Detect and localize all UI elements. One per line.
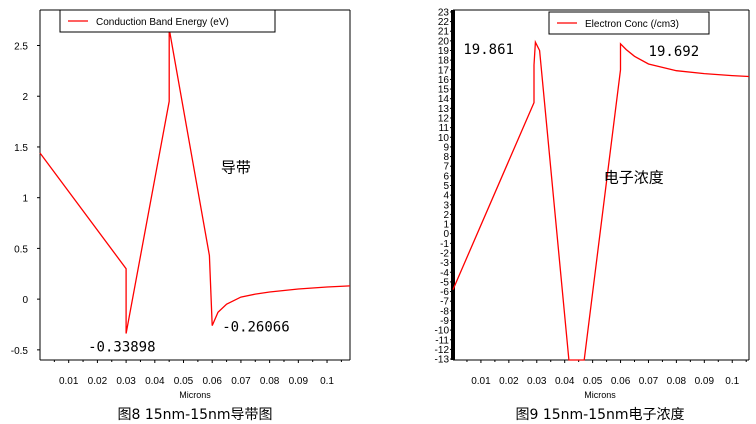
y-tick-label: -7 <box>440 297 449 308</box>
y-tick-label: -1 <box>440 239 449 250</box>
y-tick-label: 20 <box>438 36 450 47</box>
y-tick-label: 7 <box>443 162 449 173</box>
y-tick-label: 13 <box>438 104 450 115</box>
y-tick-label: 0 <box>22 295 28 306</box>
x-tick-label: 0.08 <box>260 376 280 387</box>
y-tick-label: -11 <box>435 335 449 346</box>
y-tick-label: 15 <box>438 85 450 96</box>
y-tick-label: -8 <box>440 306 449 317</box>
y-tick-label: 1 <box>443 220 449 231</box>
y-tick-label: -13 <box>435 355 450 366</box>
y-tick-label: 10 <box>438 133 450 144</box>
y-ticks: -0.5 0 0.5 1 1.5 2 2.5 <box>11 42 40 357</box>
x-tick-label: 0.06 <box>611 376 631 387</box>
y-tick-label: 23 <box>438 7 450 18</box>
x-tick-label: 0.1 <box>725 376 739 387</box>
data-annotation: -0.26066 <box>222 320 289 336</box>
y-tick-label: 11 <box>439 123 450 134</box>
electron-concentration-chart: -13-12-11-10-9-8-7-6-5-4-3-2-10123456789… <box>435 7 750 423</box>
legend-box <box>548 11 710 35</box>
x-tick-label: 0.06 <box>202 376 222 387</box>
x-tick-label: 0.01 <box>59 376 79 387</box>
data-annotation: -0.33898 <box>88 340 155 356</box>
annotations: 19.861 19.692 电子浓度 <box>463 42 699 186</box>
y-tick-label: -10 <box>435 326 450 337</box>
y-tick-label: 0 <box>443 229 449 240</box>
legend: Electron Conc (/cm3) <box>548 11 710 35</box>
data-annotation: 导带 <box>221 158 251 176</box>
y-tick-label: -0.5 <box>11 346 29 357</box>
x-tick-label: 0.09 <box>289 376 309 387</box>
y-tick-label: -5 <box>440 277 449 288</box>
x-tick-label: 0.07 <box>639 376 659 387</box>
x-tick-label: 0.03 <box>527 376 547 387</box>
x-tick-label: 0.05 <box>583 376 603 387</box>
y-tick-label: 2.5 <box>14 42 28 53</box>
legend-label: Conduction Band Energy (eV) <box>96 17 229 28</box>
y-tick-label: 0.5 <box>14 244 28 255</box>
series-group <box>452 39 750 361</box>
x-tick-label: 0.05 <box>174 376 194 387</box>
y-tick-label: 3 <box>443 200 449 211</box>
series-line <box>39 28 351 334</box>
legend-label: Electron Conc (/cm3) <box>585 19 679 30</box>
y-tick-label: -4 <box>440 268 449 279</box>
y-tick-label: -12 <box>435 345 450 356</box>
y-tick-label: 1 <box>22 194 28 205</box>
x-axis-label: Microns <box>584 390 616 400</box>
y-tick-label: 12 <box>438 113 450 124</box>
legend-box <box>59 9 276 33</box>
x-axis-label: Microns <box>179 390 211 400</box>
y-tick-label: 14 <box>438 94 450 105</box>
y-tick-label: 17 <box>438 65 450 76</box>
y-tick-label: 18 <box>438 56 450 67</box>
y-tick-label: 5 <box>443 181 449 192</box>
y-tick-label: -3 <box>440 258 449 269</box>
series-group <box>39 28 351 334</box>
y-tick-label: 2 <box>443 210 449 221</box>
y-tick-label: 19 <box>438 46 450 57</box>
legend: Conduction Band Energy (eV) <box>59 9 276 33</box>
data-annotation: 19.861 <box>463 42 514 58</box>
y-tick-label: 8 <box>443 152 449 163</box>
y-tick-label: -9 <box>440 316 449 327</box>
figure-caption: 图9 15nm-15nm电子浓度 <box>515 407 684 423</box>
x-ticks: 0.01 0.02 0.03 0.04 0.05 0.06 0.07 0.08 0.09 0.1 <box>53 360 342 387</box>
series-line <box>452 39 750 361</box>
x-tick-label: 0.07 <box>231 376 251 387</box>
x-tick-label: 0.03 <box>116 376 136 387</box>
y-tick-label: -2 <box>440 248 449 259</box>
y-tick-label: 4 <box>443 191 449 202</box>
y-ticks: -13-12-11-10-9-8-7-6-5-4-3-2-10123456789… <box>435 7 453 366</box>
x-ticks: 0.01 0.02 0.03 0.04 0.05 0.06 0.07 0.08 0.09 0.1 <box>466 360 747 387</box>
y-tick-label: 6 <box>443 171 449 182</box>
y-tick-label: 1.5 <box>14 143 28 154</box>
x-tick-label: 0.04 <box>145 376 165 387</box>
y-tick-label: -6 <box>440 287 449 298</box>
y-tick-label: 21 <box>438 27 450 38</box>
x-tick-label: 0.08 <box>667 376 687 387</box>
x-tick-label: 0.1 <box>320 376 334 387</box>
figure-caption: 图8 15nm-15nm导带图 <box>117 407 272 423</box>
y-tick-label: 22 <box>438 17 450 28</box>
x-tick-label: 0.04 <box>555 376 575 387</box>
x-tick-label: 0.01 <box>471 376 491 387</box>
y-tick-label: 2 <box>22 92 28 103</box>
x-tick-label: 0.02 <box>88 376 108 387</box>
x-tick-label: 0.09 <box>695 376 715 387</box>
y-tick-label: 16 <box>438 75 450 86</box>
y-tick-label: 9 <box>443 142 449 153</box>
data-annotation: 电子浓度 <box>604 169 664 187</box>
data-annotation: 19.692 <box>649 44 700 60</box>
conduction-band-chart: -0.500.511.522.5 0.01 0.02 0.03 0.04 0.05 0.0… <box>11 9 351 423</box>
x-tick-label: 0.02 <box>499 376 519 387</box>
